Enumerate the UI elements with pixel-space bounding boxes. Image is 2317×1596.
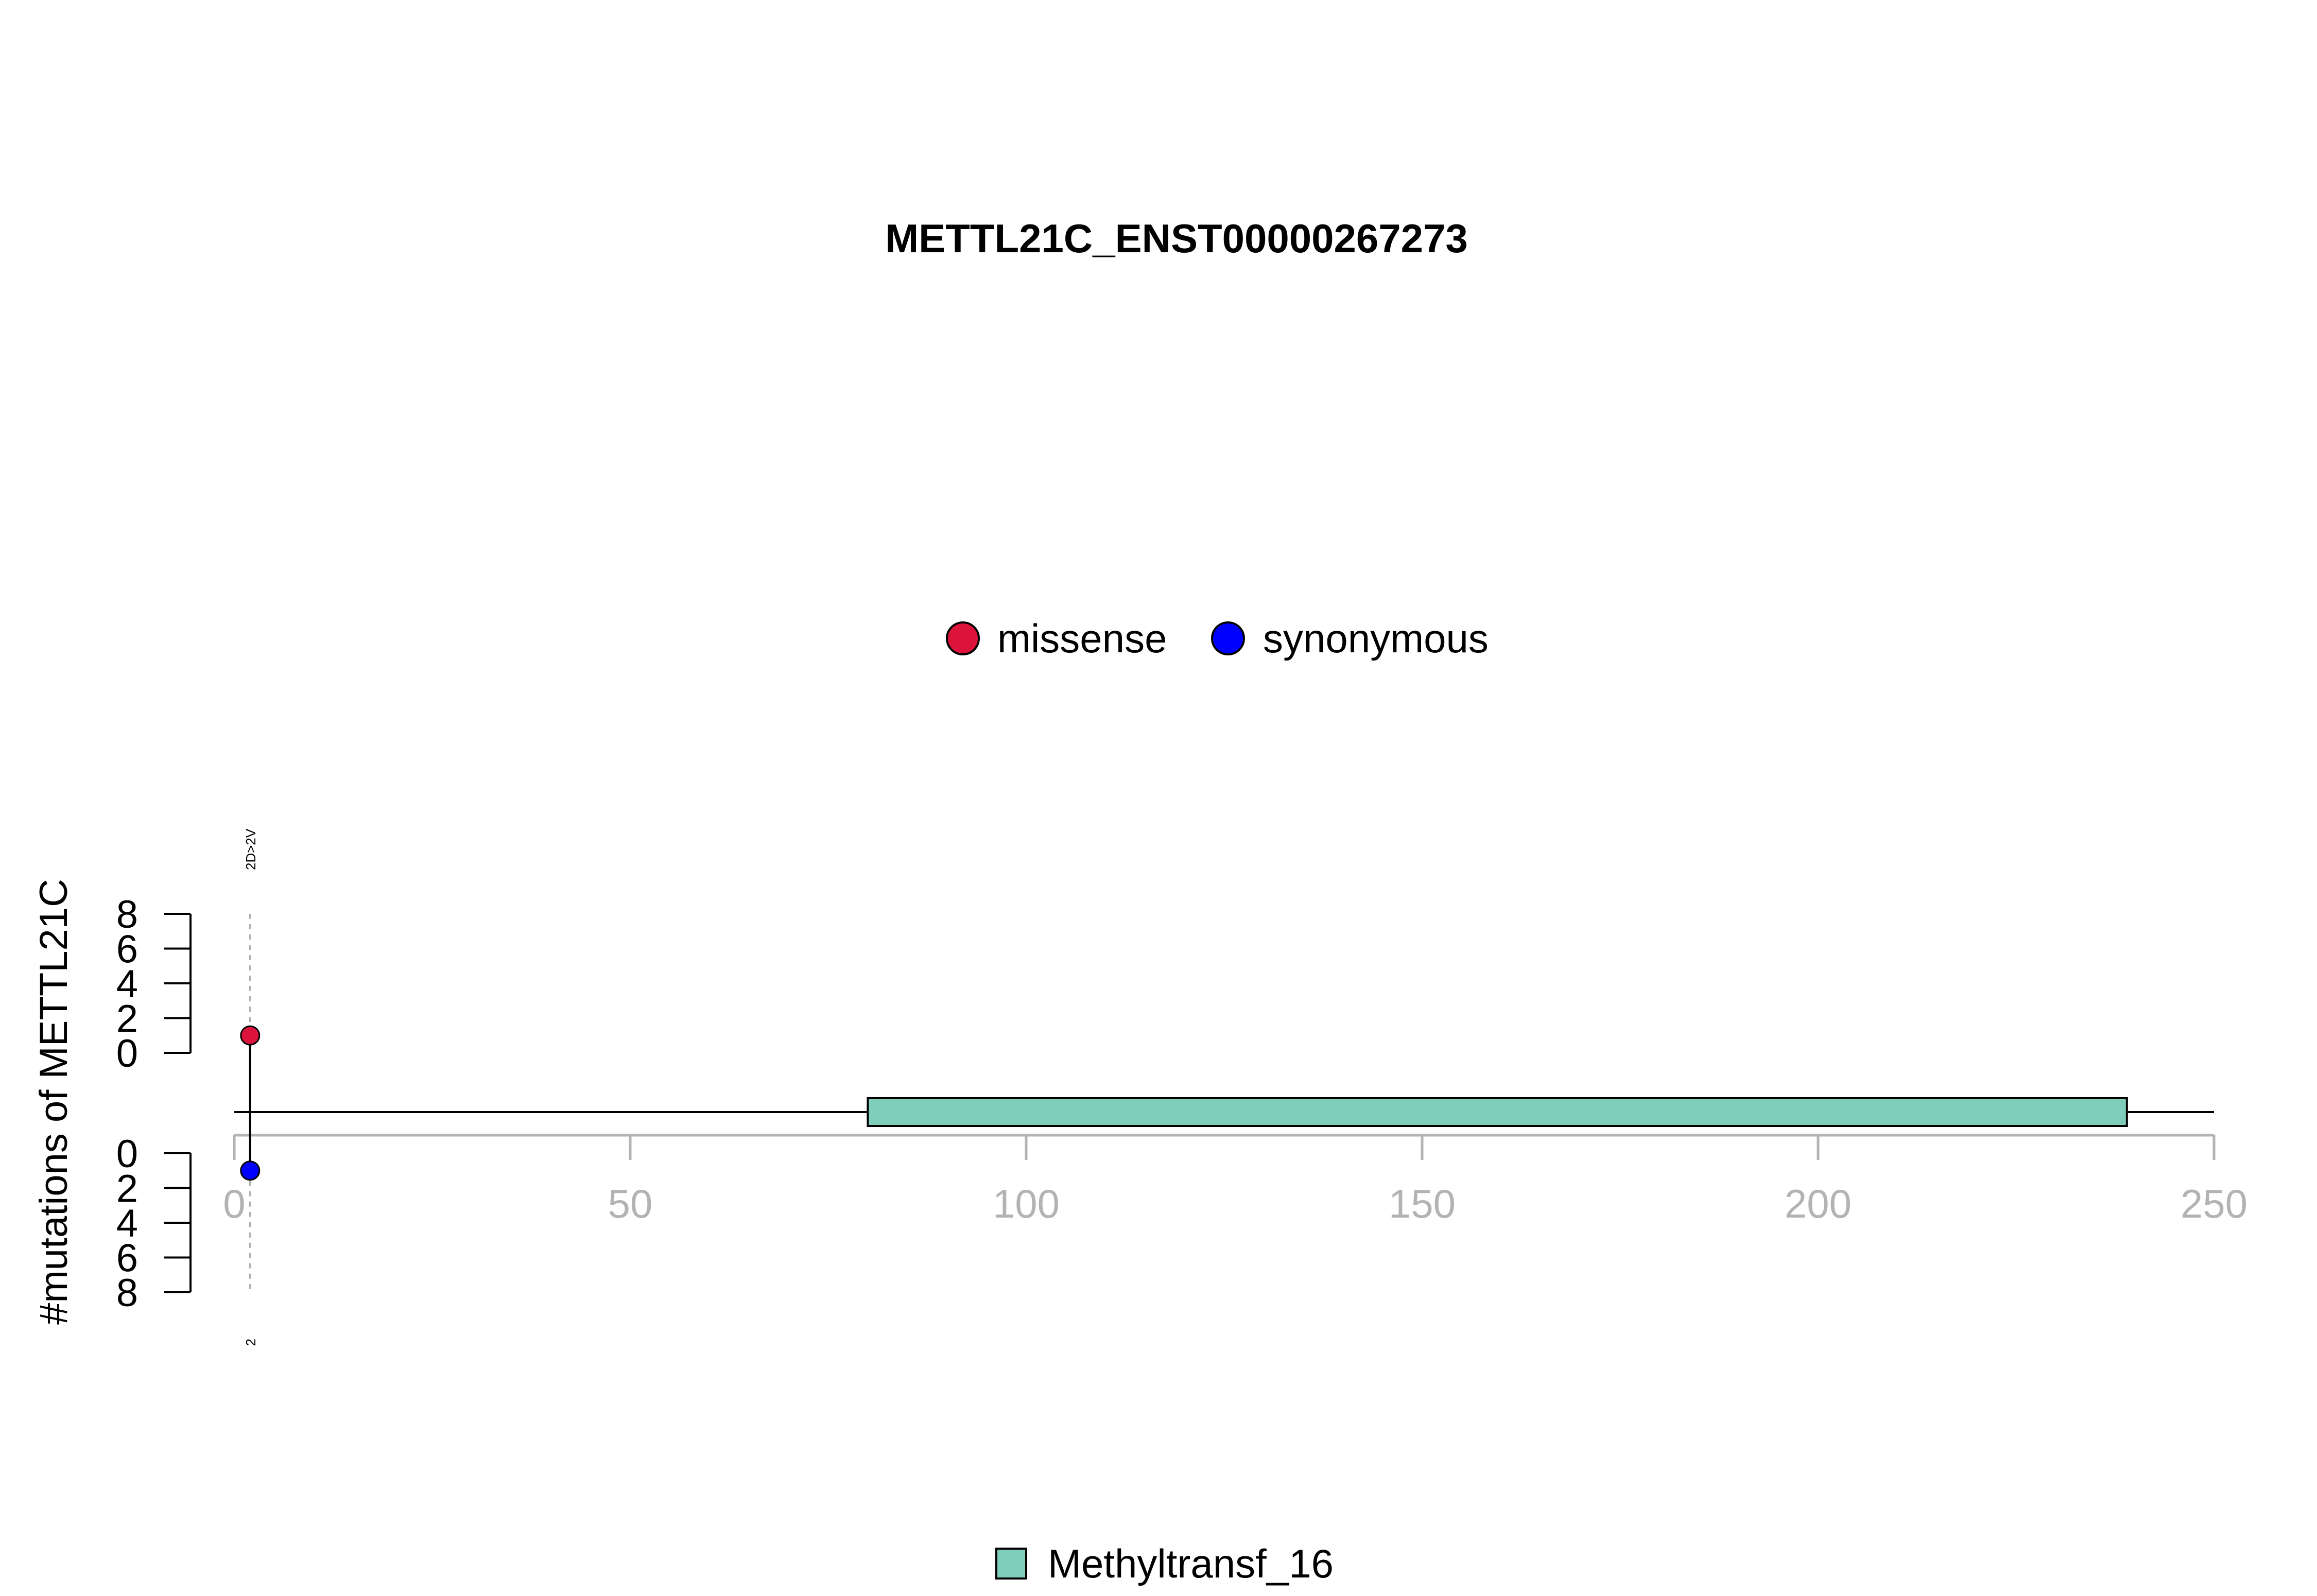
x-axis: 0 50 100 150 200 250 xyxy=(223,1134,2247,1226)
legend-bottom: Methyltransf_16 xyxy=(995,1541,1334,1586)
y-tick-label-top-0: 0 xyxy=(116,1032,138,1075)
mutation-label-bottom-2: 2 xyxy=(243,1339,258,1346)
legend-label-Methyltransf_16: Methyltransf_16 xyxy=(1048,1541,1334,1586)
y-tick-label-bottom-4: 4 xyxy=(116,1202,138,1245)
chart-title: METTL21C_ENST00000267273 xyxy=(885,216,1468,261)
y-tick-label-top-2: 2 xyxy=(116,997,138,1041)
legend-label-missense: missense xyxy=(997,616,1167,661)
y-tick-label-top-8: 8 xyxy=(116,893,138,936)
legend-swatch-undefined xyxy=(995,1548,1027,1580)
y-tick-label-bottom-2: 2 xyxy=(116,1167,138,1211)
legend-label-synonymous: synonymous xyxy=(1263,616,1489,661)
legend-marker-missense xyxy=(946,621,980,655)
y-tick-label-bottom-6: 6 xyxy=(116,1237,138,1280)
legend-marker-synonymous xyxy=(1211,621,1245,655)
x-tick-label-100: 100 xyxy=(993,1181,1060,1226)
y-tick-label-top-4: 4 xyxy=(116,962,138,1006)
lollipop-top-2D>2V xyxy=(240,1025,261,1046)
mutation-label-top-2D>2V: 2D>2V xyxy=(243,828,258,870)
x-tick-label-50: 50 xyxy=(608,1181,653,1226)
x-tick-label-200: 200 xyxy=(1785,1181,1852,1226)
y-tick-label-bottom-8: 8 xyxy=(116,1271,138,1315)
domain-boxes xyxy=(867,1097,2128,1127)
legend-top: missense synonymous xyxy=(946,616,1489,661)
domain-Methyltransf_16 xyxy=(867,1097,2128,1127)
lollipop-bottom-2 xyxy=(240,1160,261,1181)
y-axis-label: #mutations of METTL21C xyxy=(32,879,76,1325)
x-tick-label-0: 0 xyxy=(223,1181,245,1226)
y-tick-label-top-6: 6 xyxy=(116,928,138,972)
x-tick-label-250: 250 xyxy=(2181,1181,2247,1226)
x-tick-label-150: 150 xyxy=(1389,1181,1456,1226)
y-tick-label-bottom-0: 0 xyxy=(116,1132,138,1176)
lollipops: 2D>2V 2 xyxy=(240,828,261,1346)
